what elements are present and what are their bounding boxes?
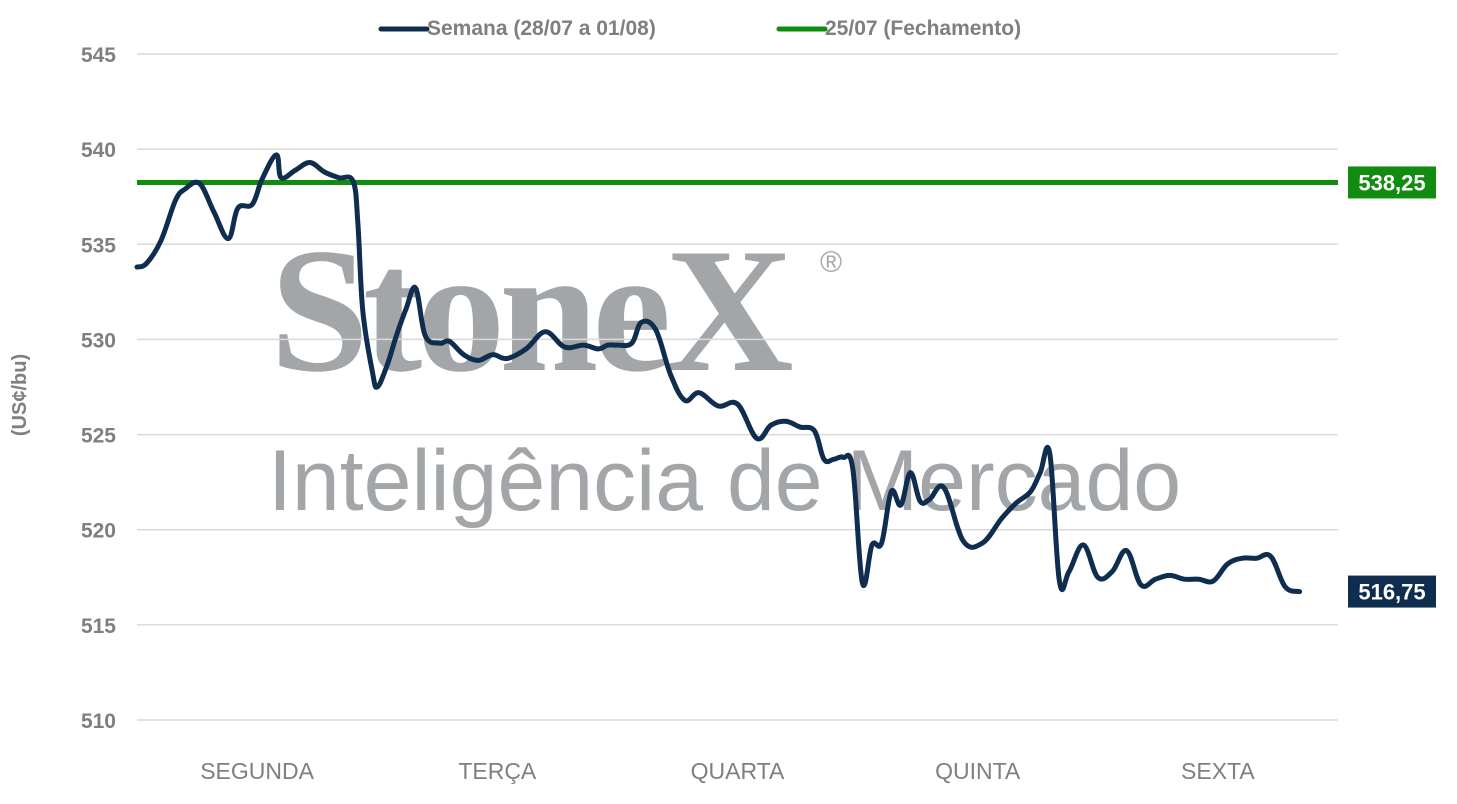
y-tick-label: 520 — [81, 520, 116, 543]
x-tick-label: SEGUNDA — [200, 758, 314, 784]
x-axis-ticks: SEGUNDA TERÇA QUARTA QUINTA SEXTA — [200, 758, 1255, 784]
legend-label-close: 25/07 (Fechamento) — [825, 17, 1021, 40]
x-tick-label: TERÇA — [458, 758, 537, 784]
end-label-week: 516,75 — [1348, 575, 1436, 608]
y-tick-label: 510 — [81, 710, 116, 733]
watermark-tagline: Inteligência de Mercado — [268, 433, 1181, 529]
y-tick-label: 540 — [81, 139, 116, 162]
y-axis-ticks: 510 515 520 525 530 535 540 545 — [81, 44, 116, 733]
end-label-close: 538,25 — [1348, 166, 1436, 199]
y-axis-title: (US¢/bu) — [9, 354, 31, 436]
x-tick-label: QUARTA — [691, 758, 785, 784]
end-label-week-text: 516,75 — [1358, 580, 1425, 605]
end-label-week-bg — [1348, 575, 1436, 608]
watermark: StoneX ® Inteligência de Mercado — [268, 211, 1181, 529]
end-label-close-bg — [1348, 166, 1436, 199]
y-tick-label: 525 — [81, 425, 116, 448]
gridlines — [137, 53, 1338, 721]
legend-item-close: 25/07 (Fechamento) — [776, 17, 1021, 40]
y-tick-label: 545 — [81, 44, 116, 67]
series-line-week — [134, 152, 1303, 595]
x-tick-label: QUINTA — [935, 758, 1021, 784]
x-tick-label: SEXTA — [1181, 758, 1255, 784]
y-tick-label: 535 — [81, 234, 116, 257]
y-tick-label: 515 — [81, 615, 116, 638]
y-tick-label: 530 — [81, 329, 116, 352]
watermark-registered: ® — [820, 246, 842, 279]
legend-item-week: Semana (28/07 a 01/08) — [378, 17, 656, 40]
watermark-brand: StoneX — [270, 211, 792, 409]
legend-label-week: Semana (28/07 a 01/08) — [427, 17, 656, 40]
legend: Semana (28/07 a 01/08) 25/07 (Fechamento… — [378, 17, 1021, 40]
end-label-close-text: 538,25 — [1358, 170, 1425, 195]
